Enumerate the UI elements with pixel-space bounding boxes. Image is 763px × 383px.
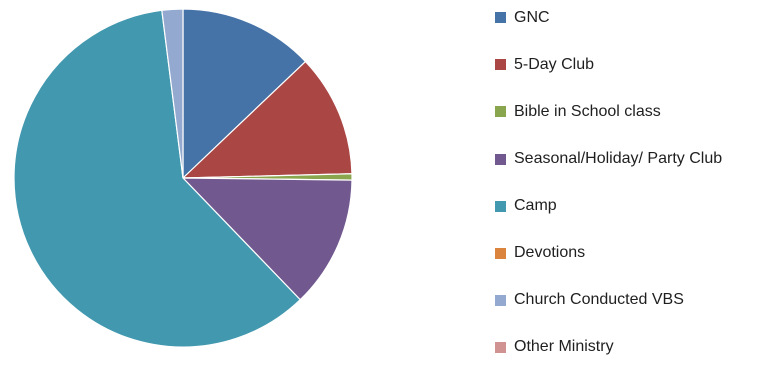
pie-slice-seasonal-holiday-party-club (181, 177, 353, 301)
pie-slice-5-day-club (181, 60, 353, 179)
pie-slice-church-conducted-vbs (161, 8, 184, 179)
pie-slice-gnc (182, 8, 307, 180)
legend-item-camp: Camp (495, 194, 760, 218)
pie-slice-camp (13, 9, 302, 348)
legend-item-5-day-club: 5-Day Club (495, 53, 760, 77)
legend-item-bible-in-school: Bible in School class (495, 100, 760, 124)
legend-swatch-seasonal-holiday-party-club (495, 153, 506, 165)
legend-swatch-gnc (495, 12, 506, 24)
legend-label-church-conducted-vbs: Church Conducted VBS (514, 291, 684, 309)
legend-swatch-bible-in-school (495, 106, 506, 118)
legend-item-gnc: GNC (495, 6, 760, 30)
legend-swatch-camp (495, 200, 506, 212)
legend-item-devotions: Devotions (495, 241, 760, 265)
legend-label-other-ministry: Other Ministry (514, 338, 614, 356)
legend-label-5-day-club: 5-Day Club (514, 55, 595, 73)
legend-label-gnc: GNC (514, 8, 550, 26)
legend-swatch-5-day-club (495, 59, 506, 71)
legend-swatch-church-conducted-vbs (495, 294, 506, 306)
legend-item-other-ministry: Other Ministry (495, 336, 760, 360)
legend-swatch-other-ministry (495, 341, 506, 353)
legend-label-seasonal-holiday-party-club: Seasonal/Holiday/ Party Club (514, 150, 723, 168)
legend-item-seasonal-holiday-party-club: Seasonal/Holiday/ Party Club (495, 147, 760, 171)
legend-label-camp: Camp (514, 197, 557, 215)
chart: GNC 5-Day Club Bible in School class Sea… (13, 8, 722, 355)
legend: GNC 5-Day Club Bible in School class Sea… (495, 6, 760, 383)
legend-item-church-conducted-vbs: Church Conducted VBS (495, 289, 760, 313)
legend-swatch-devotions (495, 247, 506, 259)
legend-label-devotions: Devotions (514, 244, 586, 262)
pie-chart (13, 8, 353, 348)
legend-label-bible-in-school: Bible in School class (514, 102, 661, 120)
